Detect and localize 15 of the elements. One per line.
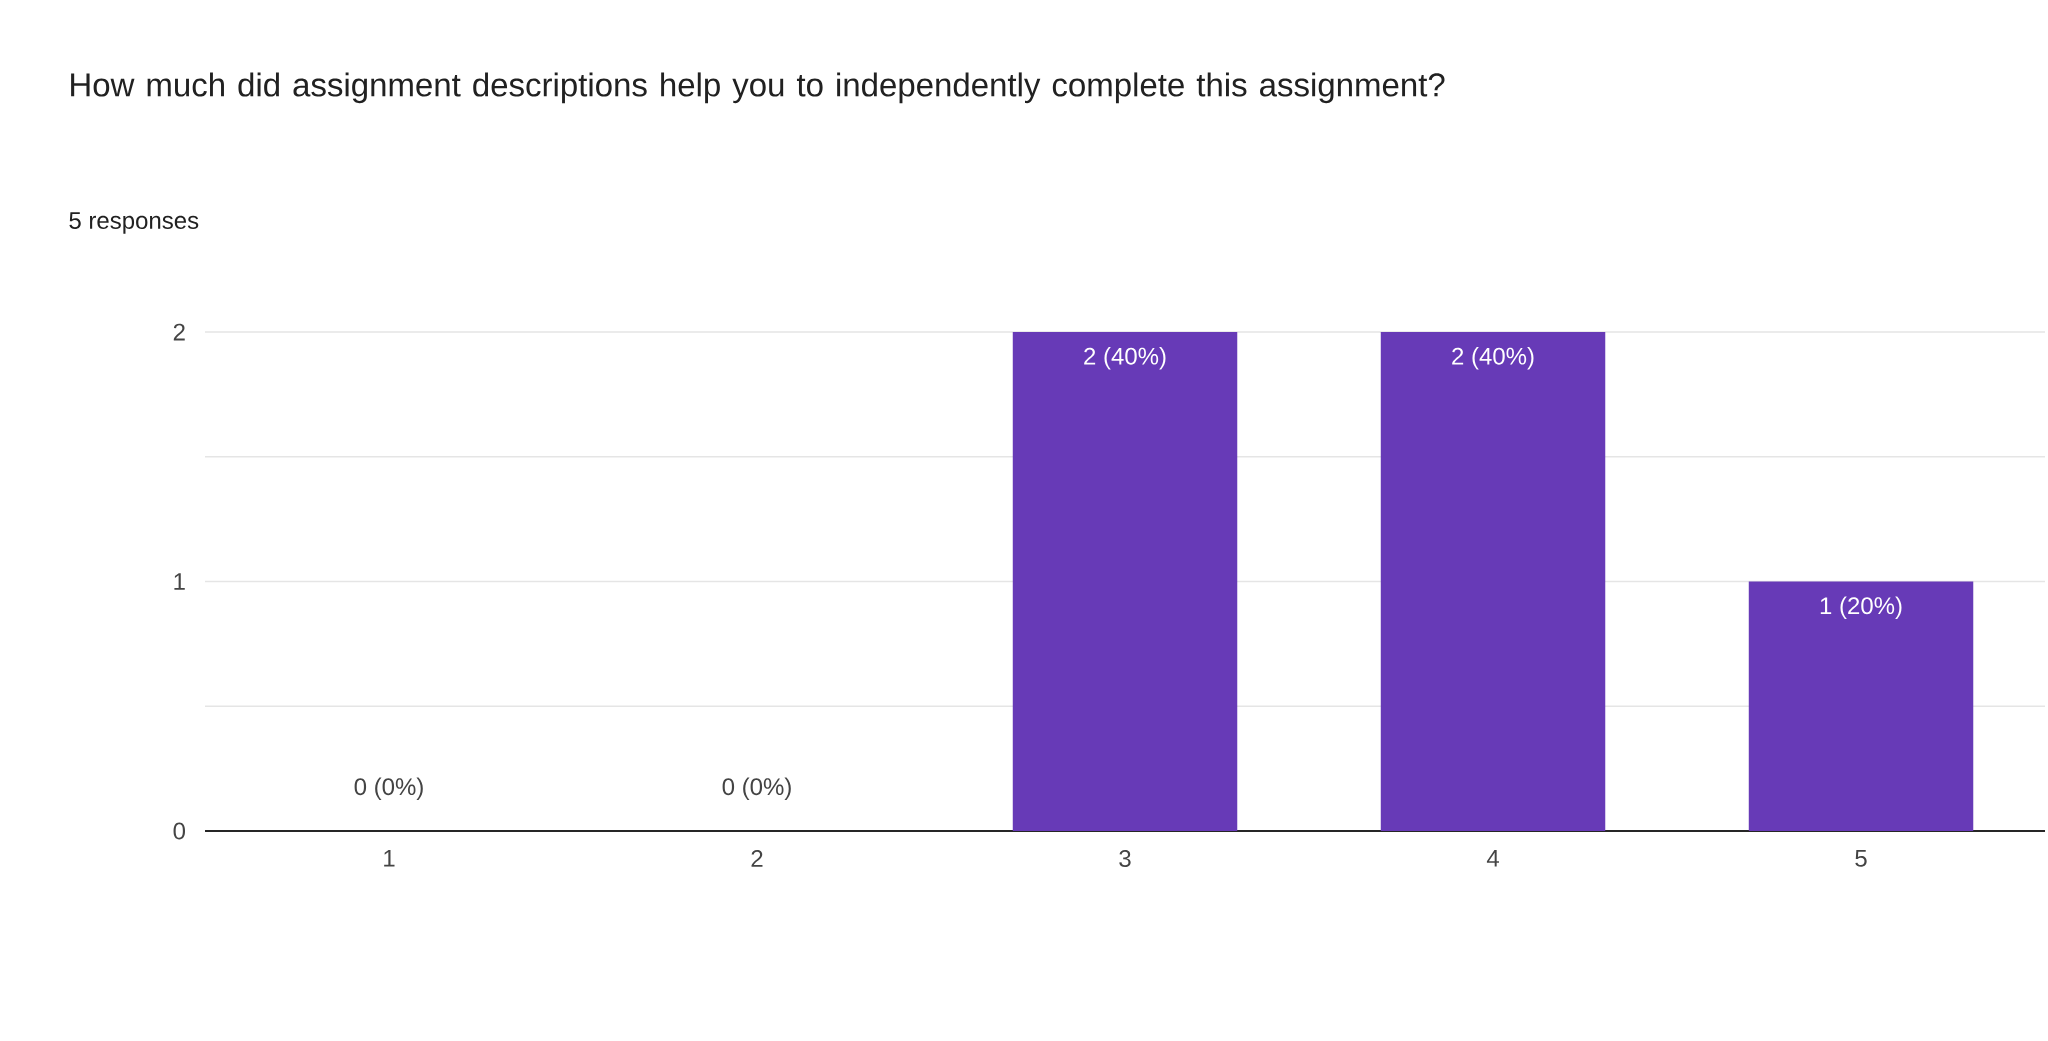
- y-tick-label: 1: [174, 573, 185, 590]
- chart-title: How much did assignment descriptions help you to independently complete this assignment?: [71, 72, 1445, 104]
- y-tick-label: 0: [173, 822, 186, 840]
- x-tick-label: 5: [1855, 850, 1867, 867]
- data-label: 1 (20%): [1820, 596, 1902, 619]
- data-label: 2 (40%): [1452, 347, 1534, 370]
- x-tick-label: 1: [384, 850, 395, 867]
- data-label: 0 (0%): [354, 777, 423, 800]
- x-tick-label: 3: [1119, 850, 1131, 868]
- y-tick-label: 2: [173, 323, 185, 341]
- data-label: 0 (0%): [722, 777, 791, 800]
- x-tick-label: 2: [751, 850, 763, 867]
- x-tick-label: 4: [1486, 850, 1499, 867]
- chart-subtitle: 5 responses: [69, 212, 199, 234]
- data-label: 2 (40%): [1084, 347, 1166, 370]
